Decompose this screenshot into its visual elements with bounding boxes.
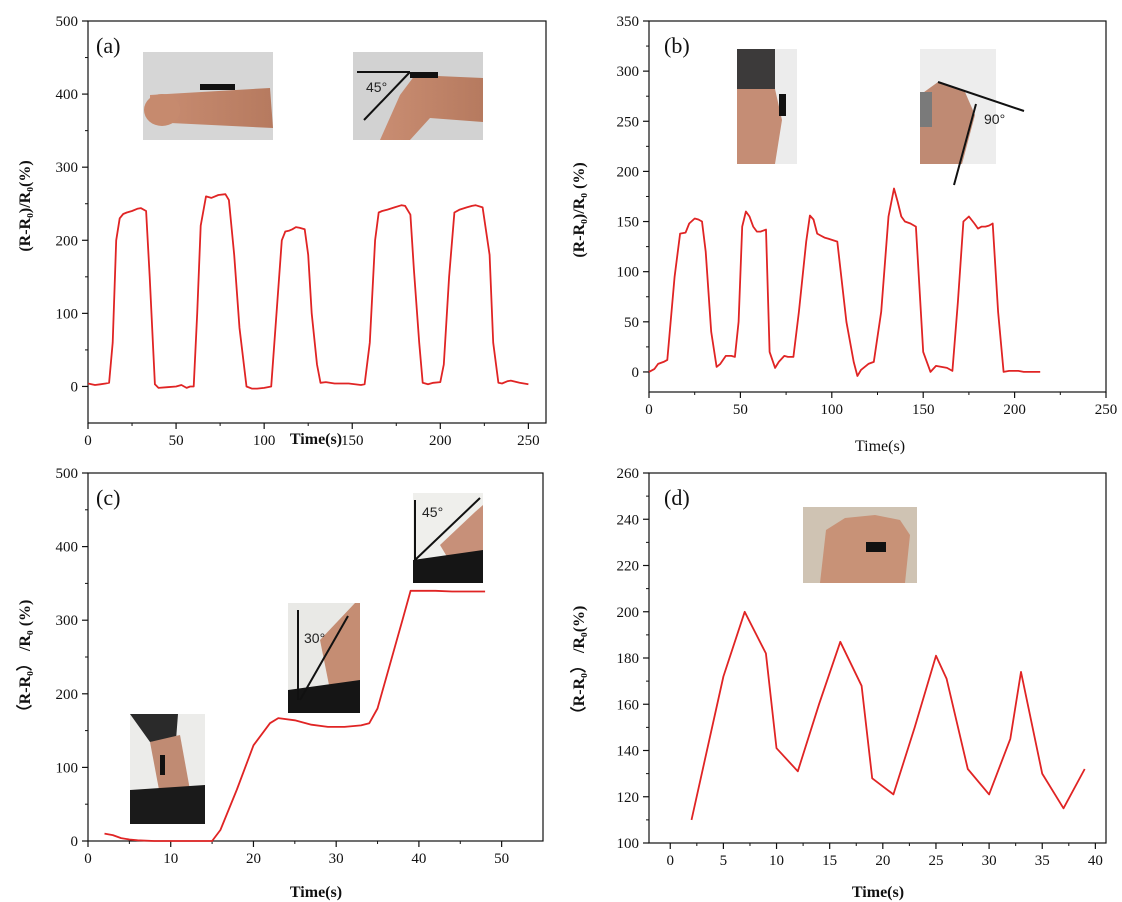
- panel-d-xlabel: Time(s): [852, 884, 904, 901]
- panel-c-ylabel: （R-R₀） /R₀ (%): [16, 600, 34, 721]
- neck-30-caption: 30°: [304, 630, 325, 646]
- y-tick-label: 200: [56, 687, 79, 703]
- y-tick-label: 500: [56, 14, 79, 30]
- plot-frame-a: [87, 20, 547, 424]
- chart-a: 0 50 100 150 200 250 0 100 200 300 400 500: [56, 14, 547, 449]
- x-tick-label: 0: [645, 402, 653, 418]
- x-tick-label: 30: [329, 851, 344, 867]
- x-tick-label: 50: [169, 433, 184, 449]
- x-tick-label: 40: [1088, 853, 1103, 869]
- y-tick-label: 200: [617, 164, 640, 180]
- y-tick-label: 120: [617, 790, 640, 806]
- knee-angle-caption: 90°: [984, 111, 1005, 127]
- panel-d: (d) Time(s) （R-R₀） /R₀(%): [570, 485, 917, 901]
- y-tick-label: 300: [56, 613, 79, 629]
- x-tick-label: 100: [821, 402, 844, 418]
- y-tick-label: 400: [56, 540, 79, 556]
- x-tick-label: 150: [341, 433, 364, 449]
- x-tick-label: 200: [429, 433, 452, 449]
- chest-photo: [803, 507, 917, 583]
- y-tick-label: 100: [56, 760, 79, 776]
- neck-30-photo: 30°: [288, 603, 360, 713]
- wrist-bent-photo: 45°: [353, 52, 483, 140]
- panel-a-ylabel: (R-R₀)/R₀(%): [17, 160, 34, 251]
- x-tick-label: 200: [1003, 402, 1026, 418]
- panel-d-ylabel: （R-R₀） /R₀(%): [570, 606, 588, 723]
- y-tick-label: 160: [617, 697, 640, 713]
- y-tick-label: 140: [617, 744, 640, 760]
- x-tick-label: 50: [494, 851, 509, 867]
- panel-label-b: (b): [664, 33, 690, 58]
- panel-a: (a) 45° Time(s) (R-R₀)/R₀(%): [17, 33, 483, 448]
- series-line-d: [690, 610, 1086, 821]
- x-tick-label: 50: [733, 402, 748, 418]
- series-line-c: [104, 589, 486, 842]
- x-tick-label: 0: [84, 433, 92, 449]
- x-tick-label: 40: [411, 851, 426, 867]
- chart-b: 0 50 100 150 200 250 0 50 100 150 200 250 300 350: [617, 14, 1118, 418]
- x-tick-label: 35: [1035, 853, 1050, 869]
- neck-straight-photo: [130, 714, 205, 824]
- x-tick-label: 150: [912, 402, 935, 418]
- neck-45-photo: 45°: [413, 493, 483, 583]
- x-tick-label: 0: [84, 851, 92, 867]
- series-line-a: [87, 193, 529, 390]
- y-tick-label: 180: [617, 651, 640, 667]
- y-tick-label: 350: [617, 14, 640, 30]
- y-tick-label: 200: [56, 233, 79, 249]
- x-tick-label: 10: [769, 853, 784, 869]
- y-tick-label: 100: [617, 265, 640, 281]
- panel-label-d: (d): [664, 485, 690, 510]
- chart-d: 0 5 10 15 20 25 30 35 40 100 120 140 160 180 200 220 240…: [617, 466, 1107, 869]
- x-tick-label: 5: [720, 853, 728, 869]
- y-tick-label: 50: [624, 315, 639, 331]
- y-tick-label: 200: [617, 605, 640, 621]
- y-tick-label: 400: [56, 87, 79, 103]
- y-tick-label: 300: [617, 64, 640, 80]
- knee-bent-photo: 90°: [920, 49, 1025, 186]
- x-tick-label: 20: [246, 851, 261, 867]
- panel-label-c: (c): [96, 485, 120, 510]
- panel-b-xlabel: Time(s): [855, 438, 905, 455]
- y-tick-label: 150: [617, 215, 640, 231]
- panel-c: (c) 30° 45° Time(s) （R-R₀） /R₀ (%): [16, 485, 483, 901]
- x-tick-label: 250: [1095, 402, 1118, 418]
- panel-b: (b) 90° Time(s) (R-R₀)/R₀ (%): [571, 33, 1025, 455]
- x-tick-label: 30: [982, 853, 997, 869]
- panel-c-xlabel: Time(s): [290, 884, 342, 901]
- y-tick-label: 0: [71, 379, 79, 395]
- x-tick-label: 25: [928, 853, 943, 869]
- y-tick-label: 100: [617, 836, 640, 852]
- panel-label-a: (a): [96, 33, 120, 58]
- y-tick-label: 240: [617, 512, 640, 528]
- panel-a-xlabel: Time(s): [290, 431, 342, 448]
- knee-straight-photo: [737, 49, 797, 164]
- x-tick-label: 250: [517, 433, 540, 449]
- y-tick-label: 250: [617, 114, 640, 130]
- x-tick-label: 15: [822, 853, 837, 869]
- x-tick-label: 0: [667, 853, 675, 869]
- x-tick-label: 10: [163, 851, 178, 867]
- neck-45-caption: 45°: [422, 504, 443, 520]
- y-tick-label: 220: [617, 559, 640, 575]
- series-line-b: [648, 187, 1041, 377]
- y-tick-label: 260: [617, 466, 640, 482]
- y-tick-label: 500: [56, 466, 79, 482]
- y-tick-label: 0: [71, 834, 79, 850]
- y-tick-label: 300: [56, 160, 79, 176]
- x-tick-label: 100: [253, 433, 276, 449]
- panel-b-ylabel: (R-R₀)/R₀ (%): [571, 162, 588, 257]
- y-tick-label: 0: [632, 365, 640, 381]
- wrist-straight-photo: [143, 52, 273, 140]
- x-tick-label: 20: [875, 853, 890, 869]
- y-tick-label: 100: [56, 306, 79, 322]
- wrist-angle-caption: 45°: [366, 79, 387, 95]
